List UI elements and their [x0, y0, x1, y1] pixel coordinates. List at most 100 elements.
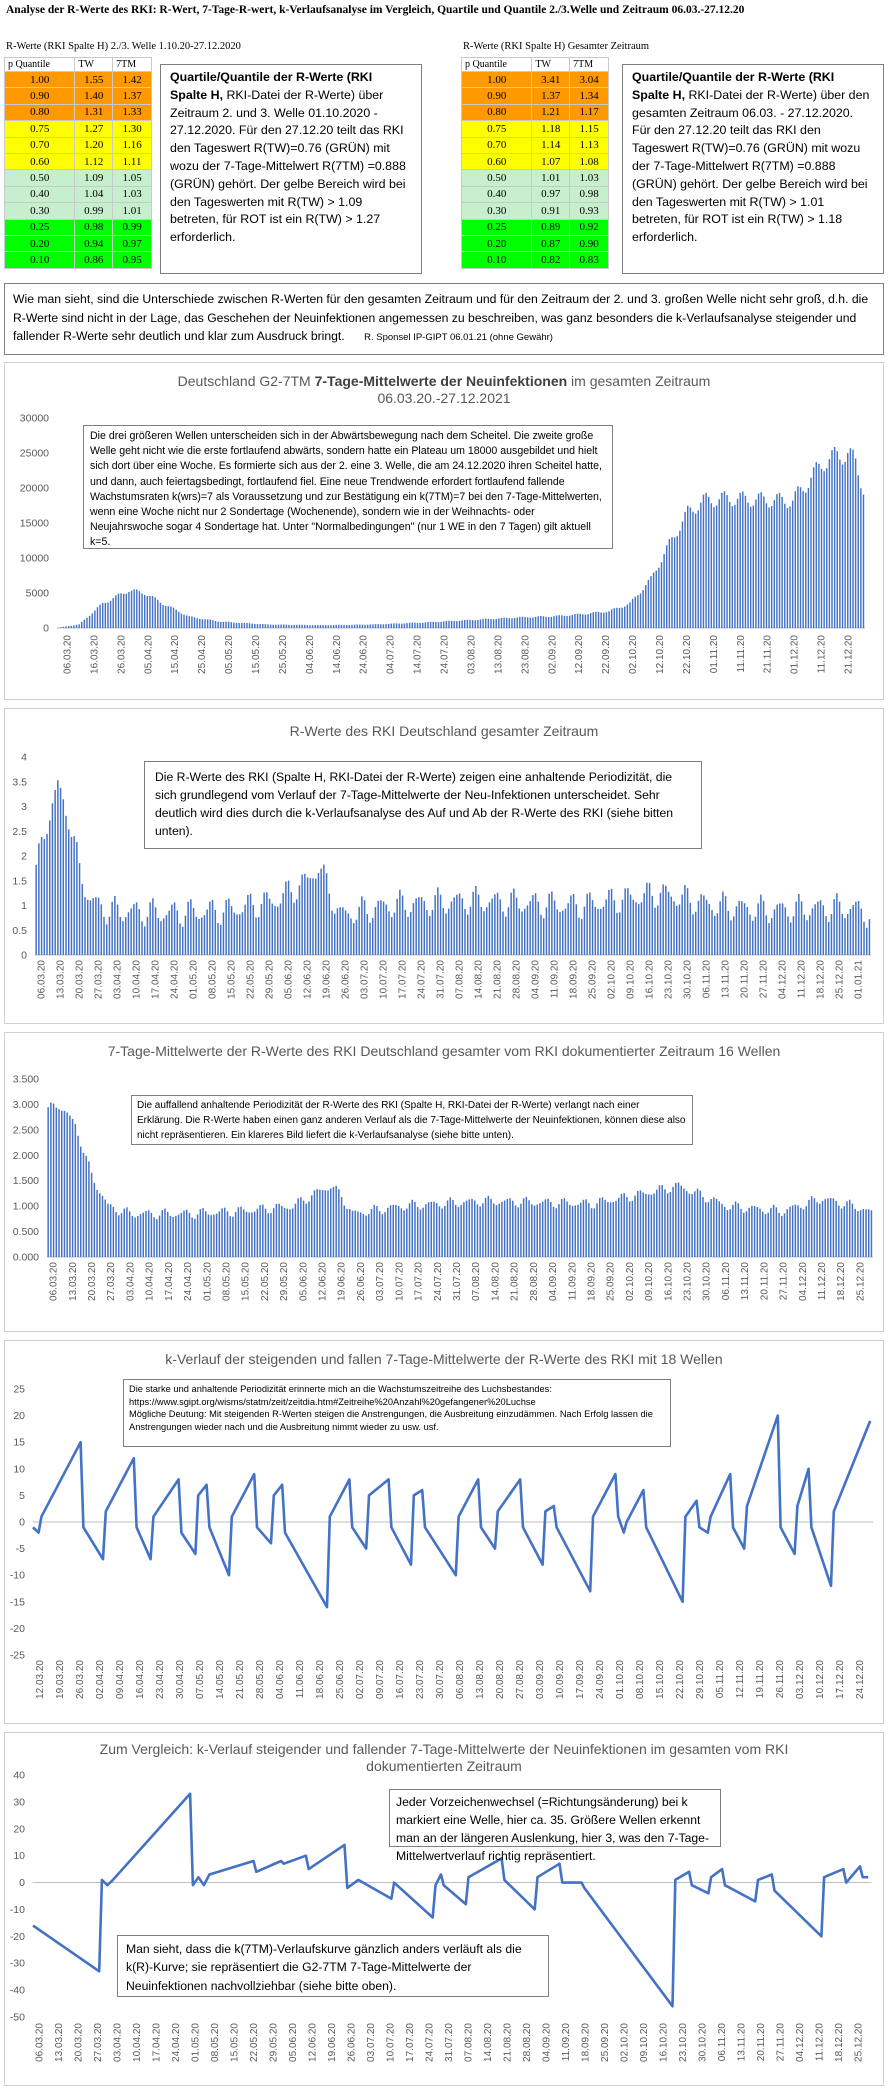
bar	[372, 624, 374, 628]
table-row: 0.30 0.99 1.01	[3, 202, 152, 220]
bar	[340, 1197, 343, 1257]
x-tick-label: 07.05.20	[195, 1660, 206, 1699]
bar	[117, 593, 120, 628]
bar	[846, 1201, 848, 1257]
x-tick-label: 05.11.20	[715, 1660, 726, 1699]
bar	[414, 1201, 416, 1257]
bar	[713, 1197, 715, 1257]
bar	[537, 616, 539, 628]
bar	[854, 1208, 856, 1257]
bar	[784, 907, 787, 955]
bar	[456, 621, 458, 628]
bar	[118, 1215, 120, 1257]
x-tick-label: 21.08.20	[502, 2023, 513, 2062]
bar	[642, 590, 644, 628]
y-tick-label: 25000	[20, 448, 49, 460]
bar	[66, 1112, 68, 1257]
bar	[528, 1200, 530, 1257]
bar	[521, 911, 523, 955]
bar	[149, 902, 151, 955]
x-tick-label: 28.08.20	[522, 2023, 533, 2062]
table-cell: 0.70	[3, 136, 76, 154]
bar	[482, 1203, 484, 1257]
bar	[105, 924, 108, 955]
bar	[96, 607, 99, 628]
bar	[260, 903, 263, 955]
bar	[126, 1207, 128, 1257]
x-tick-label: 22.05.20	[260, 1262, 271, 1301]
table-row: 0.50 1.01 1.03	[460, 169, 609, 187]
bar	[631, 598, 634, 628]
bar	[432, 621, 434, 628]
bar	[357, 1211, 359, 1257]
table-cell: 0.90	[3, 87, 76, 105]
x-tick-label: 24.06.20	[359, 635, 370, 674]
bar	[283, 1207, 286, 1257]
bar	[355, 919, 358, 955]
table-header-cell: 7TM	[569, 57, 609, 72]
table-cell: 0.30	[3, 202, 76, 220]
bar	[865, 927, 868, 955]
bar	[296, 624, 298, 628]
bar	[703, 895, 705, 955]
bar	[443, 621, 445, 628]
bar	[529, 617, 532, 628]
bar	[852, 449, 854, 628]
bar	[411, 622, 413, 628]
x-tick-label: 09.07.20	[375, 1660, 386, 1699]
y-tick-label: 25	[13, 1384, 25, 1396]
bar	[540, 615, 542, 628]
x-tick-label: 05.05.20	[224, 635, 235, 674]
bar	[125, 593, 128, 628]
bar	[427, 1202, 430, 1257]
chart4-annotation-link[interactable]: https://www.sgipt.org/wisms/statm/zeit/z…	[129, 1396, 536, 1407]
bar	[555, 615, 558, 628]
x-tick-label: 26.06.20	[347, 2023, 358, 2062]
x-tick-label: 24.04.20	[170, 960, 181, 999]
bar	[838, 1205, 840, 1257]
chart4-title: k-Verlauf der steigenden und fallen 7-Ta…	[165, 1351, 723, 1367]
bar	[694, 1191, 696, 1257]
bar	[593, 1208, 596, 1257]
bar	[85, 1155, 87, 1257]
bar	[742, 491, 744, 628]
x-tick-label: 04.12.20	[798, 1262, 809, 1301]
chart-panel-infections: Deutschland G2-7TM 7-Tage-Mittelwerte de…	[4, 362, 884, 700]
bar	[399, 889, 401, 955]
y-tick-label: 0	[43, 623, 49, 635]
bar	[697, 510, 699, 628]
x-tick-label: 17.04.20	[152, 2023, 163, 2062]
bar	[765, 915, 768, 955]
bar	[99, 604, 101, 628]
bar	[797, 1205, 799, 1257]
bar	[623, 1193, 625, 1257]
bar	[192, 908, 195, 955]
bar	[175, 609, 177, 628]
bar	[713, 507, 715, 628]
bar	[343, 1205, 346, 1257]
bar	[594, 906, 597, 955]
chart3-title: 7-Tage-Mittelwerte der R-Werte des RKI D…	[107, 1043, 781, 1059]
bar	[343, 624, 345, 628]
bar	[529, 901, 531, 955]
bar	[461, 898, 464, 955]
bar	[487, 1195, 490, 1257]
x-tick-label: 04.09.20	[548, 1262, 559, 1301]
bar	[829, 1198, 832, 1257]
bar	[84, 897, 86, 955]
x-tick-label: 17.12.20	[835, 1660, 846, 1699]
bar	[445, 620, 448, 628]
bar	[446, 1200, 449, 1257]
bar	[545, 907, 548, 955]
table-row: 0.20 0.94 0.97	[3, 234, 152, 253]
bar	[312, 878, 314, 955]
bar	[715, 505, 718, 628]
bar	[262, 624, 264, 628]
y-tick-label: 10000	[20, 553, 49, 565]
bar	[857, 900, 860, 955]
bar	[264, 1208, 267, 1257]
bar	[810, 477, 812, 628]
bar	[631, 1200, 634, 1257]
bar	[696, 1188, 699, 1257]
table-cell: 1.03	[569, 169, 609, 187]
